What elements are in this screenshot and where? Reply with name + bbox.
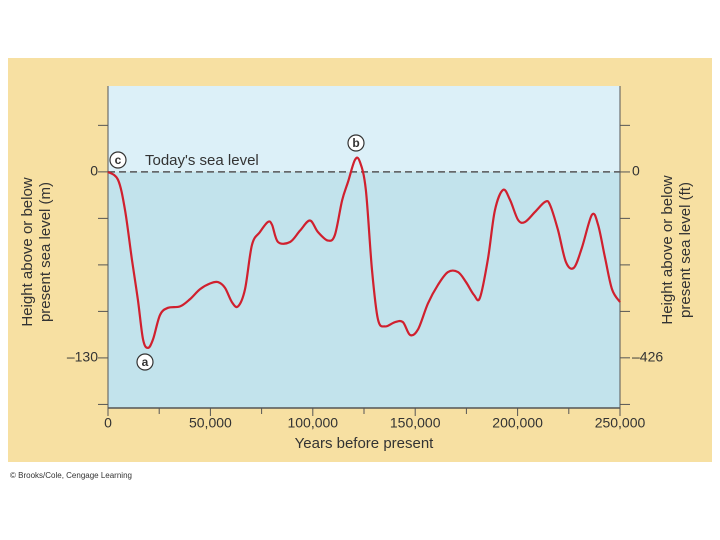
y2-axis-title: present sea level (ft) (677, 182, 694, 318)
x-tick-label: 200,000 (492, 415, 543, 431)
x-tick-label: 50,000 (189, 415, 232, 431)
reference-label: Today's sea level (145, 152, 259, 169)
marker-label: c (115, 153, 122, 167)
marker-circle (347, 134, 365, 152)
y-tick-label: 0 (90, 163, 98, 179)
marker-label: b (352, 136, 359, 150)
area-below (108, 171, 620, 408)
marker-circle (136, 353, 154, 371)
y2-axis-title: Height above or below (659, 175, 676, 324)
y2-tick-label: –426 (632, 349, 663, 365)
sea-level-line (107, 156, 621, 349)
x-tick-label: 150,000 (390, 415, 441, 431)
y-tick-label: –130 (67, 349, 98, 365)
x-tick-label: 100,000 (287, 415, 338, 431)
x-axis-title: Years before present (295, 435, 435, 452)
y-axis-title: present sea level (m) (37, 182, 54, 322)
x-tick-label: 250,000 (595, 415, 646, 431)
area-above (108, 86, 620, 172)
marker-circle (109, 151, 127, 169)
credit: © Brooks/Cole, Cengage Learning (10, 471, 132, 480)
marker-label: a (142, 355, 149, 369)
x-tick-label: 0 (104, 415, 112, 431)
y-axis-title: Height above or below (19, 177, 36, 326)
y2-tick-label: 0 (632, 163, 640, 179)
